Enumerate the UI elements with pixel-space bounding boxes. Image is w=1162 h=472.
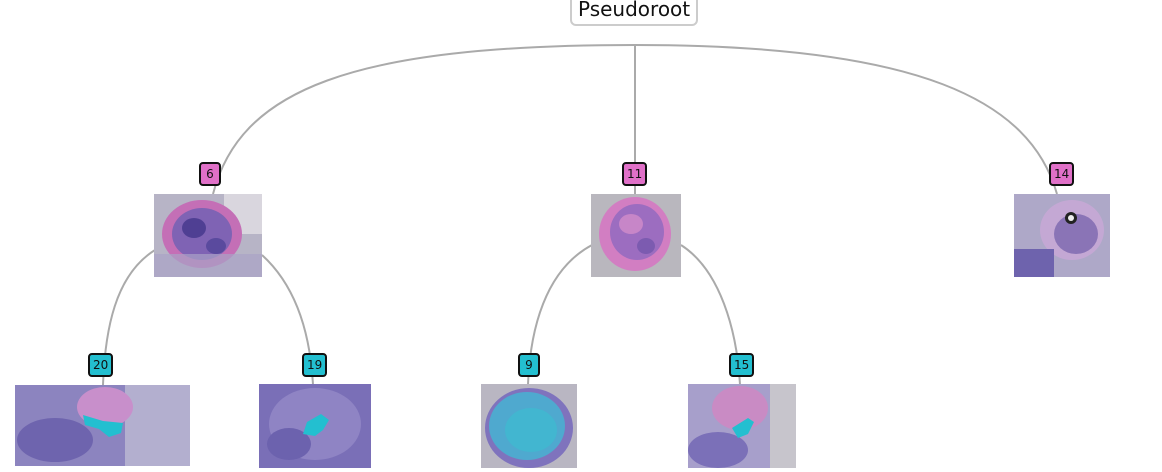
root-node-label: Pseudoroot	[570, 0, 699, 26]
node-badge-20: 20	[88, 353, 114, 377]
tissue-thumbnail-15	[688, 384, 796, 468]
node-badge-15: 15	[729, 353, 755, 377]
tissue-thumbnail-20	[15, 385, 190, 466]
tissue-thumbnail-19	[259, 384, 371, 468]
node-badge-14: 14	[1049, 162, 1075, 186]
tissue-thumbnail-9	[481, 384, 577, 468]
edge-root-6	[212, 44, 636, 195]
node-badge-6: 6	[199, 162, 221, 186]
tissue-thumbnail-14	[1014, 194, 1110, 277]
tissue-thumbnail-11	[591, 194, 681, 277]
tissue-thumbnail-6	[154, 194, 262, 277]
node-badge-19: 19	[302, 353, 328, 377]
node-badge-11: 11	[622, 162, 648, 186]
node-badge-9: 9	[518, 353, 540, 377]
edge-root-14	[634, 44, 1058, 195]
